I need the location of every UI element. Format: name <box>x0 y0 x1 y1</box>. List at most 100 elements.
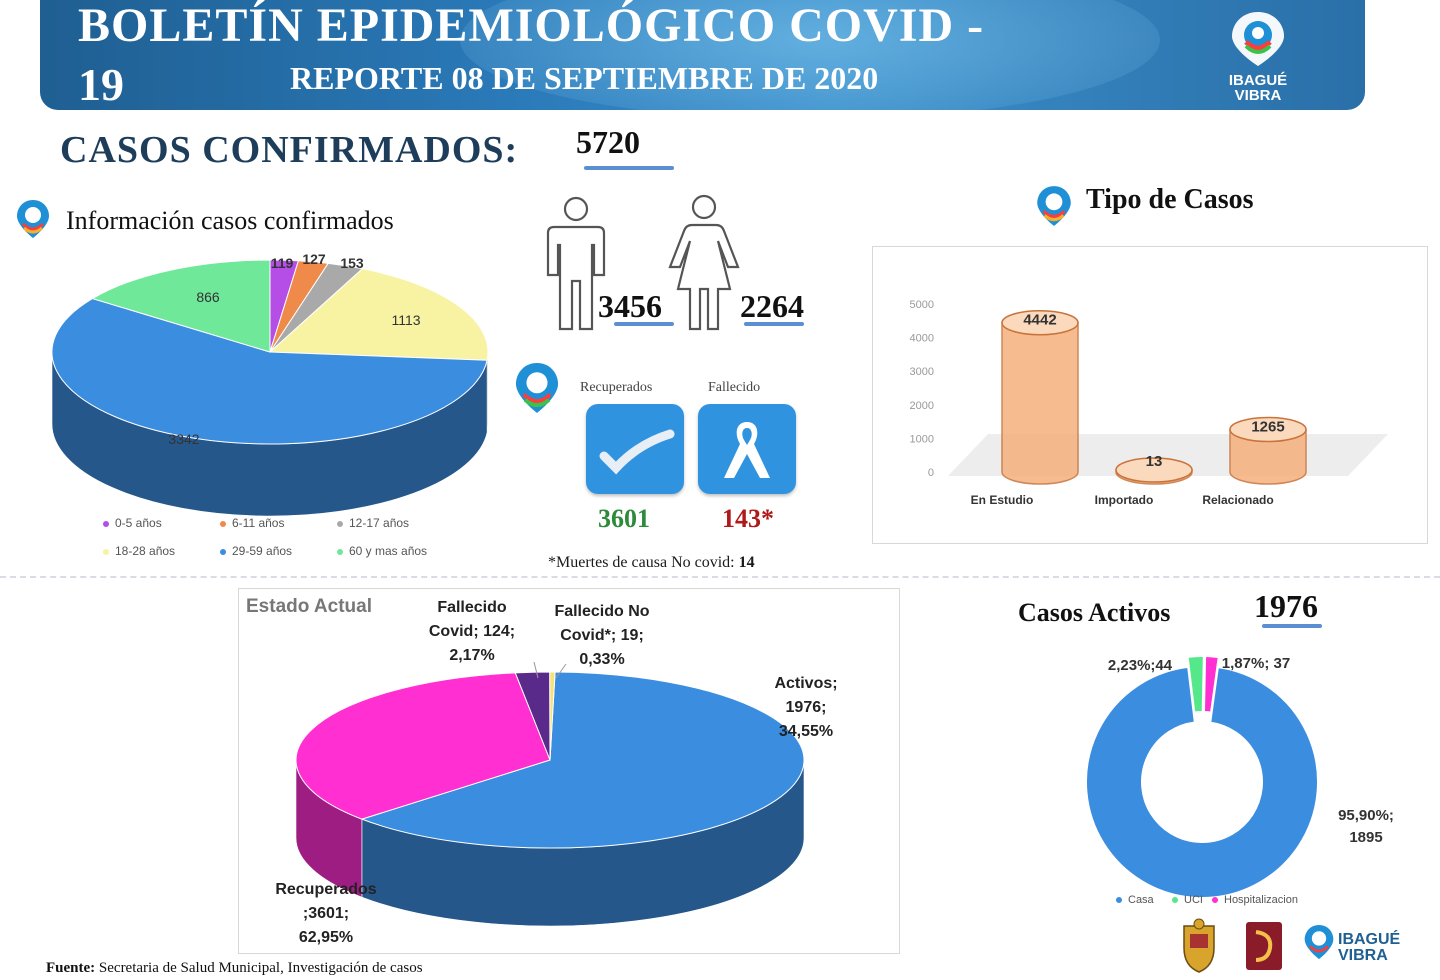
info-section-title: Información casos confirmados <box>66 206 394 235</box>
male-icon <box>546 196 606 331</box>
age-data-label-5: 866 <box>196 289 220 305</box>
activos-legend-0: Casa <box>1116 894 1154 906</box>
donut-data-label-0-0: 95,90%; <box>1338 807 1394 824</box>
pie-slice-3 <box>549 671 556 761</box>
age-legend-0: 0-5 años <box>103 516 162 530</box>
pie-slice-3 <box>268 268 489 361</box>
location-pin-icon <box>515 363 559 413</box>
age-legend-2: 12-17 años <box>337 516 409 530</box>
estado-chart-title: Estado Actual <box>246 596 372 617</box>
activos-legend-2: Hospitalizacion <box>1212 894 1298 906</box>
estado-data-label-0-1: ;3601; <box>303 905 349 922</box>
donut-data-label-2-0: 1,87%; 37 <box>1222 655 1290 672</box>
pie-slice-0 <box>360 671 805 849</box>
bar-category-label-2: Relacionado <box>1202 493 1273 507</box>
male-underline <box>614 322 674 326</box>
estado-pie-chart: Recuperados ;3601; 62,95% Activos; 1976; 34,5… <box>275 599 837 946</box>
tipo-chart-frame <box>872 246 1428 544</box>
donut-slice-1 <box>1186 655 1205 714</box>
age-data-label-1: 127 <box>302 251 326 267</box>
culture-logo-icon <box>1246 922 1282 970</box>
y-tick-label-0: 0 <box>928 467 934 479</box>
check-icon <box>599 429 675 475</box>
page-title: BOLETÍN EPIDEMIOLÓGICO COVID - <box>78 0 985 52</box>
age-data-label-3: 1113 <box>391 312 420 328</box>
female-underline <box>744 322 804 326</box>
age-pie-chart: 119 127 153 1113 3342 866 <box>51 251 489 517</box>
location-pin-icon <box>1304 925 1334 959</box>
estado-data-label-3-1: Covid*; 19; <box>560 627 644 644</box>
y-tick-label-4: 4000 <box>910 333 934 345</box>
tipo-section-title: Tipo de Casos <box>1086 184 1254 215</box>
bar-1 <box>1115 457 1193 485</box>
pie-slice-1 <box>295 672 551 820</box>
male-count: 3456 <box>598 288 662 324</box>
bottom-logo-text: IBAGUÉ VIBRA <box>1338 931 1401 964</box>
age-legend-5: 60 y mas años <box>337 544 427 558</box>
non-covid-deaths-note: *Muertes de causa No covid: 14 <box>548 554 755 571</box>
recovered-value: 3601 <box>598 504 650 533</box>
pie-slice-4 <box>51 298 488 445</box>
estado-data-label-2-2: 2,17% <box>449 647 494 664</box>
bar-2 <box>1229 416 1307 485</box>
confirmed-underline <box>584 166 674 170</box>
estado-data-label-2-0: Fallecido <box>437 599 507 616</box>
age-legend-3: 18-28 años <box>103 544 175 558</box>
source-footer: Fuente: Secretaria de Salud Municipal, I… <box>46 960 423 976</box>
female-icon <box>668 194 740 331</box>
activos-section-title: Casos Activos <box>1018 598 1171 627</box>
y-tick-label-1: 1000 <box>910 433 934 445</box>
y-tick-label-2: 2000 <box>910 400 934 412</box>
header-banner <box>40 0 1365 110</box>
activos-value: 1976 <box>1254 588 1318 624</box>
activos-underline <box>1262 624 1322 628</box>
deceased-label: Fallecido <box>708 380 761 395</box>
y-tick-label-3: 3000 <box>910 366 934 378</box>
recovered-label: Recuperados <box>580 380 653 395</box>
age-data-label-2: 153 <box>340 255 364 271</box>
page-title-line2: 19 <box>78 59 124 110</box>
activos-donut-chart: 95,90%; 1895 2,23%;44 1,87%; 37 <box>1085 655 1394 899</box>
confirmed-label: CASOS CONFIRMADOS: <box>60 129 519 171</box>
age-data-label-4: 3342 <box>168 431 199 447</box>
logo-text-1: IBAGUÉ <box>1228 72 1288 89</box>
leader-line-1 <box>555 663 567 679</box>
donut-slice-0 <box>1085 665 1319 899</box>
activos-legend-1: UCI <box>1172 894 1203 906</box>
estado-data-label-1-1: 1976; <box>786 699 827 716</box>
estado-data-label-3-2: 0,33% <box>579 651 624 668</box>
ibague-vibra-logo: IBAGUÉ VIBRA <box>1216 8 1300 104</box>
bar-value-label-1: 13 <box>1146 453 1163 470</box>
donut-slice-2 <box>1202 655 1220 714</box>
tipo-bar-chart: 0 1000 2000 3000 4000 5000 4442 En Estudio 13 Imp… <box>910 299 1388 507</box>
donut-data-label-1-0: 2,23%;44 <box>1108 657 1173 674</box>
location-pin-icon <box>1232 12 1284 66</box>
bar-value-label-0: 4442 <box>1023 312 1056 329</box>
donut-data-label-0-1: 1895 <box>1349 829 1382 846</box>
pie-slice-5 <box>91 259 271 353</box>
section-divider <box>0 576 1440 578</box>
ribbon-icon <box>724 422 770 478</box>
y-tick-label-5: 5000 <box>910 299 934 311</box>
coat-of-arms-icon <box>1183 918 1215 973</box>
bar-category-label-1: Importado <box>1095 493 1154 507</box>
age-legend-1: 6-11 años <box>220 516 284 530</box>
bar-category-label-0: En Estudio <box>971 493 1034 507</box>
age-legend-4: 29-59 años <box>220 544 292 558</box>
logo-text-2: VIBRA <box>1234 87 1282 104</box>
deceased-value: 143* <box>722 504 774 533</box>
age-data-label-0: 119 <box>271 255 294 271</box>
location-pin-icon <box>1037 186 1071 226</box>
bar-0 <box>1001 309 1079 485</box>
estado-data-label-0-0: Recuperados <box>275 881 376 898</box>
location-pin-icon <box>17 200 49 238</box>
female-count: 2264 <box>740 288 804 324</box>
confirmed-value: 5720 <box>576 124 640 160</box>
estado-data-label-1-2: 34,55% <box>779 723 833 740</box>
leader-line-0 <box>533 661 539 679</box>
deceased-tile <box>698 404 796 494</box>
estado-data-label-2-1: Covid; 124; <box>429 623 515 640</box>
recovered-tile <box>586 404 684 494</box>
estado-data-label-1-0: Activos; <box>774 675 837 692</box>
bar-value-label-2: 1265 <box>1251 418 1284 435</box>
